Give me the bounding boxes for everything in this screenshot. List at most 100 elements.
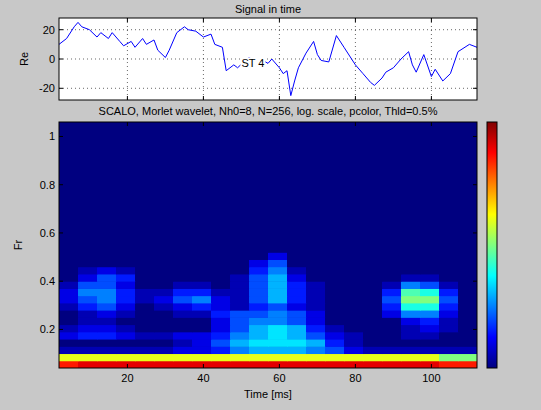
heat-cell [382, 245, 402, 253]
heat-cell [306, 122, 326, 130]
heat-cell [268, 223, 288, 231]
tick [431, 18, 432, 22]
heat-cell [249, 180, 269, 188]
heat-cell [192, 223, 212, 231]
heat-cell [344, 252, 364, 260]
heat-cell [230, 325, 250, 333]
heat-cell [306, 194, 326, 202]
heat-cell [363, 245, 383, 253]
heat-cell [249, 346, 269, 354]
heat-cell [458, 281, 477, 289]
heat-cell [420, 325, 440, 333]
heat-cell [306, 267, 326, 275]
heat-cell [173, 325, 193, 333]
heat-cell [154, 144, 174, 152]
heat-cell [325, 173, 345, 181]
heat-cell [78, 267, 98, 275]
heat-cell [78, 122, 98, 130]
heat-cell [382, 202, 402, 210]
heat-cell [268, 267, 288, 275]
grid-line [59, 29, 477, 30]
heat-cell [173, 194, 193, 202]
heat-cell [192, 346, 212, 354]
heat-cell [363, 223, 383, 231]
heat-cell [287, 339, 307, 347]
heat-cell [268, 281, 288, 289]
heat-cell [420, 180, 440, 188]
tick [279, 96, 280, 100]
heat-cell [306, 296, 326, 304]
heat-cell [268, 339, 288, 347]
heat-cell [78, 296, 98, 304]
heat-cell [59, 231, 79, 239]
heat-cell [325, 288, 345, 296]
heat-cell [287, 332, 307, 340]
figure: Signal in time-20020ReST 4SCALO, Morlet … [0, 0, 541, 410]
heat-cell [439, 325, 459, 333]
heat-cell [325, 274, 345, 282]
heat-cell [173, 281, 193, 289]
heat-cell [211, 209, 231, 217]
heat-cell [401, 281, 421, 289]
heat-cell [154, 173, 174, 181]
plot-area [59, 122, 477, 368]
heat-cell [173, 339, 193, 347]
heat-cell [363, 173, 383, 181]
heat-cell [268, 354, 288, 362]
heat-cell [135, 339, 155, 347]
heat-cell [439, 223, 459, 231]
heat-cell [78, 339, 98, 347]
heat-cell [287, 122, 307, 130]
heat-cell [154, 274, 174, 282]
heat-cell [249, 194, 269, 202]
heat-cell [78, 231, 98, 239]
heat-cell [173, 252, 193, 260]
heat-cell [325, 252, 345, 260]
heat-cell [325, 209, 345, 217]
heat-cell [116, 158, 136, 166]
heat-cell [135, 317, 155, 325]
tick [355, 364, 356, 368]
heat-cell [97, 180, 117, 188]
heat-cell [401, 129, 421, 137]
heat-cell [306, 238, 326, 246]
heat-cell [401, 296, 421, 304]
heat-cell [287, 165, 307, 173]
tick-label: 0.4 [40, 275, 55, 287]
heat-cell [382, 238, 402, 246]
heat-cell [401, 223, 421, 231]
heat-cell [116, 122, 136, 130]
heat-cell [363, 332, 383, 340]
heat-cell [458, 158, 477, 166]
heat-cell [211, 361, 231, 368]
heat-cell [439, 267, 459, 275]
heat-cell [173, 354, 193, 362]
heat-cell [306, 151, 326, 159]
heat-cell [287, 325, 307, 333]
heat-cell [363, 339, 383, 347]
heat-cell [420, 346, 440, 354]
heat-cell [173, 151, 193, 159]
tick [127, 364, 128, 368]
tick [473, 136, 477, 137]
heat-cell [78, 245, 98, 253]
heat-cell [401, 317, 421, 325]
heat-cell [116, 267, 136, 275]
heat-cell [116, 151, 136, 159]
heat-cell [382, 354, 402, 362]
heat-cell [325, 354, 345, 362]
heat-cell [420, 202, 440, 210]
heat-cell [382, 165, 402, 173]
heat-cell [192, 332, 212, 340]
heat-cell [401, 144, 421, 152]
heat-cell [325, 187, 345, 195]
heat-cell [192, 252, 212, 260]
heat-cell [116, 245, 136, 253]
heat-cell [344, 245, 364, 253]
heat-cell [230, 151, 250, 159]
heat-cell [154, 259, 174, 267]
tick [473, 184, 477, 185]
heat-cell [211, 180, 231, 188]
heat-cell [268, 216, 288, 224]
heat-cell [97, 303, 117, 311]
